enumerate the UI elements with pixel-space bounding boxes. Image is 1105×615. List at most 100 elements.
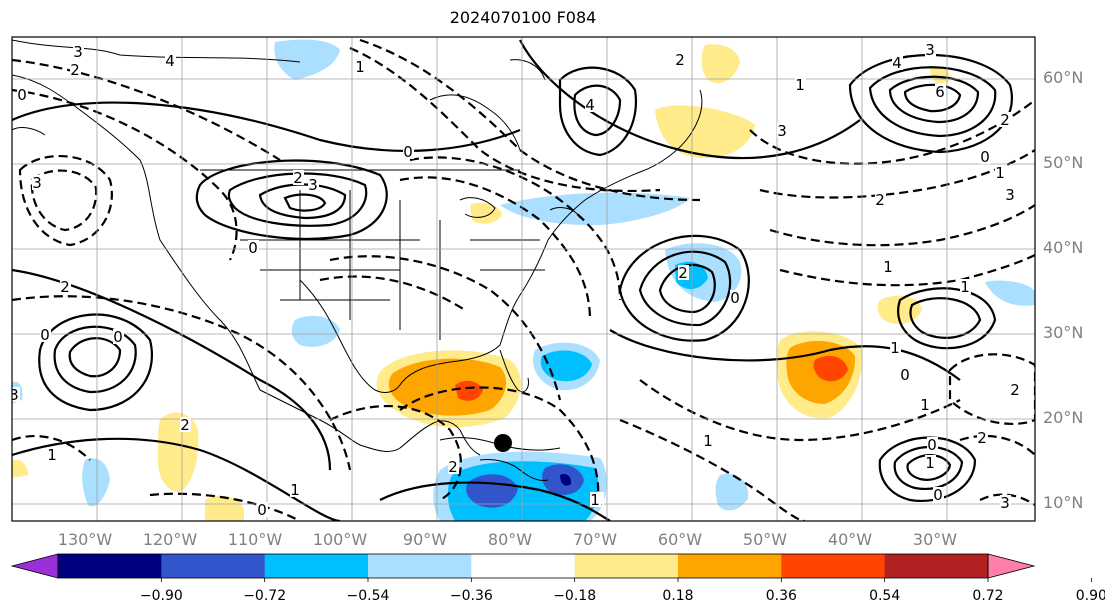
contour-label-bg [113, 329, 124, 344]
contour-label-bg [678, 265, 689, 280]
lat-tick-label: 40°N [1043, 238, 1083, 257]
contour-label-bg [290, 482, 301, 497]
lon-tick-label: 130°W [58, 530, 113, 549]
colorbar-tick-label: 0.18 [662, 588, 693, 604]
contour-label: 2 [70, 61, 80, 79]
colorbar-segment [368, 554, 472, 578]
colorbar-segment [161, 554, 266, 578]
contour-label-bg [795, 77, 806, 92]
lon-tick-label: 100°W [313, 530, 368, 549]
coastlines [12, 39, 703, 481]
contour-label-bg [308, 177, 319, 192]
contour-label: 1 [925, 454, 935, 472]
colorbar-tick-label: −0.36 [450, 588, 493, 604]
contour-label: 0 [927, 436, 937, 454]
contour-label-bg [933, 487, 944, 502]
contour-label-bg [927, 437, 938, 452]
colorbar-segment [781, 554, 886, 578]
colorbar-segment [264, 554, 369, 578]
contour-label: 1 [590, 491, 600, 509]
contour-label-bg [60, 279, 71, 294]
contour-label: 2 [293, 169, 303, 187]
contour-label: 1 [960, 278, 970, 296]
contour-label-bg [920, 397, 931, 412]
contour-label: 2 [1010, 381, 1020, 399]
colorbar-tick-label: 0.90 [1076, 588, 1105, 604]
colorbar-tick-label: 0.36 [766, 588, 797, 604]
contour-label: 0 [730, 289, 740, 307]
lon-tick-label: 70°W [573, 530, 617, 549]
lon-tick-label: 110°W [228, 530, 283, 549]
contour-label: 1 [795, 76, 805, 94]
contour-label-bg [925, 42, 936, 57]
lat-tick-label: 60°N [1043, 68, 1083, 87]
contour-label-bg [590, 492, 601, 507]
colorbar-tick-label: −0.90 [140, 588, 183, 604]
colorbar-segment [678, 554, 782, 578]
contour-label: 6 [935, 83, 945, 101]
lat-tick-label: 30°N [1043, 323, 1083, 342]
contour-label: 3 [1000, 494, 1010, 512]
contour-label: 4 [165, 52, 175, 70]
colorbar-extend-low [10, 553, 59, 579]
contour-label-bg [257, 502, 268, 517]
contour-label-bg [403, 144, 414, 159]
contour-label: 2 [675, 51, 685, 69]
contour-label-bg [995, 165, 1006, 180]
contour-label-bg [935, 84, 946, 99]
contour-label: 0 [403, 143, 413, 161]
contour-label: 3 [32, 174, 42, 192]
contour-label-bg [977, 430, 988, 445]
contour-label: 0 [113, 328, 123, 346]
colorbar-tick-label: 0.72 [972, 588, 1003, 604]
lon-tick-label: 80°W [488, 530, 532, 549]
contour-label-bg [890, 340, 901, 355]
contour-label: 3 [73, 43, 83, 61]
contour-label-bg [1010, 382, 1021, 397]
colorbar-tick-label: −0.72 [243, 588, 286, 604]
contour-label: 3 [777, 122, 787, 140]
contour-labels: 3413234023120343620123022101210120130121… [12, 41, 1021, 519]
contour-label: 1 [890, 339, 900, 357]
dashed-contours [12, 38, 1035, 521]
contour-label-bg [355, 59, 366, 74]
colorbar-tick-label: −0.18 [553, 588, 596, 604]
contour-label-bg [703, 433, 714, 448]
contour-label-bg [925, 455, 936, 470]
contour-label: 1 [355, 58, 365, 76]
contour-label-bg [47, 447, 58, 462]
contour-label-bg [730, 290, 741, 305]
latitude-labels: 60°N 50°N 40°N 30°N 20°N 10°N [1043, 68, 1083, 512]
contour-label: 2 [180, 416, 190, 434]
colorbar-frame [57, 553, 989, 579]
contour-label: 2 [678, 264, 688, 282]
contour-label: 2 [977, 429, 987, 447]
contour-label: 3 [925, 41, 935, 59]
contour-label-bg [40, 327, 51, 342]
colorbar-tick-label: 0.54 [869, 588, 900, 604]
contour-label-bg [1000, 495, 1011, 510]
contour-label-bg [12, 387, 20, 402]
contour-label-bg [980, 149, 991, 164]
contour-label-bg [32, 175, 43, 190]
plot-title: 2024070100 F084 [449, 8, 597, 27]
contour-label-bg [293, 170, 304, 185]
lat-tick-label: 10°N [1043, 493, 1083, 512]
colorbar [10, 553, 1036, 579]
lon-tick-label: 40°W [828, 530, 872, 549]
contour-label-bg [1005, 187, 1016, 202]
contour-label: 3 [308, 176, 318, 194]
contour-label: 2 [875, 191, 885, 209]
map-frame [11, 36, 1036, 522]
solid-contours [12, 39, 1013, 521]
contour-label-bg [165, 53, 176, 68]
contour-label-bg [73, 44, 84, 59]
contour-label: 2 [1000, 111, 1010, 129]
contour-label-bg [875, 192, 886, 207]
contour-label-bg [248, 240, 259, 255]
lon-tick-label: 90°W [403, 530, 447, 549]
contour-label-bg [17, 87, 28, 102]
colorbar-segment [884, 554, 989, 578]
contour-label-bg [448, 459, 459, 474]
